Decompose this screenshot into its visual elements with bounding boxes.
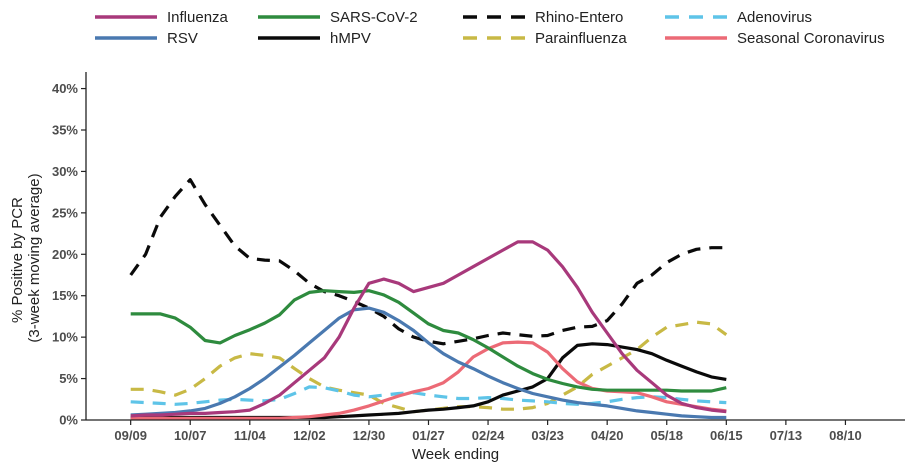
x-tick-label: 12/30 [353, 428, 386, 443]
series-line-seasonal-coronavirus [130, 340, 727, 420]
series-line-parainfluenza [130, 320, 728, 414]
legend-label: Rhino-Entero [535, 9, 623, 26]
y-tick-label: 30% [52, 164, 78, 179]
legend-item-adenovirus: Adenovirus [665, 9, 812, 26]
legend-item-rsv: RSV [95, 30, 198, 47]
axes: 0% 5% 10% 15% 20% 25% 30% 35% 40% 09/09 10/07 11/0… [52, 72, 905, 443]
series-line-influenza [130, 240, 727, 418]
legend-item-seasonal-coronavirus: Seasonal Coronavirus [665, 30, 885, 47]
x-tick-label: 06/15 [710, 428, 743, 443]
y-tick-label: 10% [52, 330, 78, 345]
x-tick-label: 10/07 [174, 428, 207, 443]
legend-label: RSV [167, 30, 198, 47]
legend: Influenza RSV SARS-CoV-2 hMPV Rhino-Entero Pa… [95, 9, 885, 47]
y-axis-title-line-1: % Positive by PCR [9, 197, 26, 323]
x-tick-label: 08/10 [829, 428, 862, 443]
x-tick-label: 05/18 [650, 428, 683, 443]
y-tick-label: 40% [52, 81, 78, 96]
y-tick-label: 35% [52, 123, 78, 138]
legend-item-parainfluenza: Parainfluenza [463, 30, 627, 47]
series-line-rhino-entero [129, 178, 727, 346]
y-axis-title: % Positive by PCR (3-week moving average… [9, 173, 43, 342]
x-tick-label: 07/13 [770, 428, 803, 443]
y-axis-title-line-2: (3-week moving average) [26, 173, 43, 342]
x-tick-label: 09/09 [114, 428, 147, 443]
x-tick-label: 02/24 [472, 428, 505, 443]
legend-label: Adenovirus [737, 9, 812, 26]
x-tick-label: 11/04 [234, 428, 267, 443]
legend-label: SARS-CoV-2 [330, 9, 418, 26]
legend-item-influenza: Influenza [95, 9, 229, 26]
legend-item-hmpv: hMPV [258, 30, 371, 47]
x-axis-title: Week ending [412, 446, 499, 463]
x-tick-label: 03/23 [531, 428, 564, 443]
legend-label: Parainfluenza [535, 30, 627, 47]
x-axis-ticks: 09/09 10/07 11/04 12/02 12/30 01/27 02/24 03/23… [114, 420, 862, 443]
x-tick-label: 12/02 [293, 428, 326, 443]
series-line-hmpv [130, 342, 727, 420]
series-line-rsv [130, 306, 727, 420]
y-tick-label: 5% [59, 371, 78, 386]
y-tick-label: 15% [52, 288, 78, 303]
y-axis-ticks: 0% 5% 10% 15% 20% 25% 30% 35% 40% [52, 81, 86, 428]
series-layer [129, 178, 728, 420]
series-line-sars-cov-2 [130, 289, 727, 393]
y-tick-label: 20% [52, 247, 78, 262]
legend-label: Influenza [167, 9, 229, 26]
legend-item-rhino-entero: Rhino-Entero [463, 9, 623, 26]
legend-label: Seasonal Coronavirus [737, 30, 885, 47]
x-tick-label: 04/20 [591, 428, 624, 443]
legend-item-sars-cov-2: SARS-CoV-2 [258, 9, 418, 26]
y-tick-label: 25% [52, 205, 78, 220]
legend-label: hMPV [330, 30, 371, 47]
x-tick-label: 01/27 [412, 428, 445, 443]
y-tick-label: 0% [59, 413, 78, 428]
